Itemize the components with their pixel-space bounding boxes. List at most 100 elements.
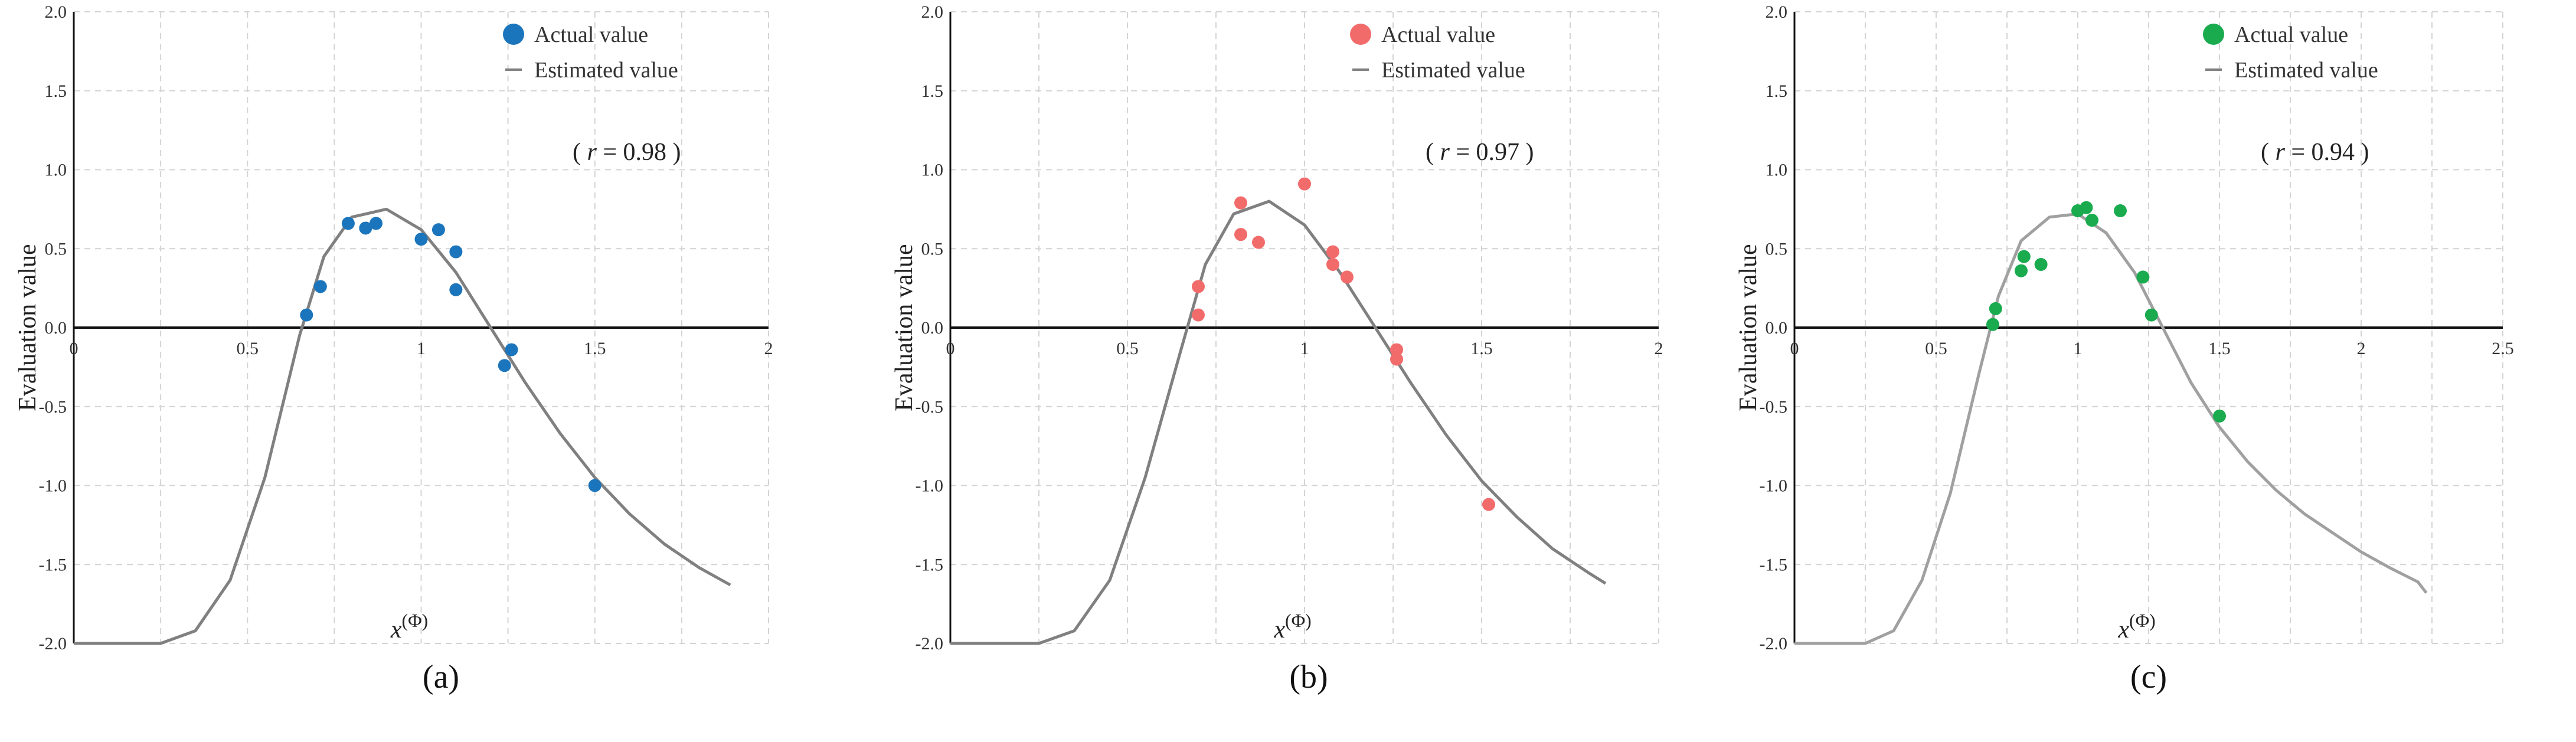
x-tick-label: 1.5 bbox=[584, 339, 606, 358]
actual-value-point bbox=[2080, 201, 2093, 214]
x-axis-label-base: x bbox=[390, 616, 402, 643]
actual-value-point bbox=[505, 343, 518, 357]
x-axis-label-base: x bbox=[1273, 616, 1285, 643]
estimated-value-curve bbox=[1794, 212, 2428, 645]
y-tick-label: -1.5 bbox=[916, 555, 944, 574]
chart-b-svg: 2.0 1.5 1.0 0.5 0.0 -0.5 -1.0 -1.5 -2.0 0 0.5 1 1.5 2… bbox=[891, 2, 1663, 653]
correlation-label: ( r = 0.97 ) bbox=[1426, 139, 1534, 166]
actual-value-point bbox=[2114, 204, 2127, 218]
actual-value-point bbox=[2085, 214, 2098, 227]
y-tick-label: 1.5 bbox=[1766, 81, 1788, 101]
chart-panel-c: 2.0 1.5 1.0 0.5 0.0 -0.5 -1.0 -1.5 -2.0 0 0.5 1 1.5 2… bbox=[1735, 0, 2576, 742]
y-tick-label: 0.0 bbox=[921, 318, 944, 338]
y-tick-label: -2.0 bbox=[39, 634, 67, 653]
correlation-label: ( r = 0.94 ) bbox=[2261, 139, 2369, 166]
estimated-value-curve bbox=[950, 200, 1607, 645]
chart-c-svg: 2.0 1.5 1.0 0.5 0.0 -0.5 -1.0 -1.5 -2.0 0 0.5 1 1.5 2… bbox=[1735, 2, 2514, 653]
actual-value-point bbox=[1298, 177, 1311, 191]
chart-panel-a: 2.0 1.5 1.0 0.5 0.0 -0.5 -1.0 -1.5 -2.0 0 0.5 1 1.5 2… bbox=[14, 0, 862, 742]
y-tick-label: -1.5 bbox=[1760, 555, 1788, 574]
estimated-value-curve bbox=[74, 207, 731, 645]
correlation-label-part: = 0.97 ) bbox=[1450, 139, 1534, 166]
actual-value-point bbox=[2136, 270, 2150, 284]
legend-actual-marker bbox=[2203, 24, 2224, 45]
y-tick-label: 0.5 bbox=[921, 239, 944, 259]
actual-value-point bbox=[2017, 250, 2031, 263]
y-tick-label: 0.0 bbox=[45, 318, 67, 338]
actual-value-point bbox=[1390, 343, 1403, 357]
actual-value-point bbox=[449, 283, 463, 296]
correlation-label-part: ( bbox=[1426, 139, 1440, 166]
chart-c-caption: (c) bbox=[2130, 659, 2168, 695]
legend-estimated-label: Estimated value bbox=[1381, 58, 1525, 83]
actual-value-point bbox=[1986, 318, 1999, 331]
actual-value-point bbox=[369, 217, 383, 230]
actual-value-point bbox=[2034, 258, 2048, 271]
actual-value-point bbox=[1192, 280, 1205, 293]
y-tick-label: -1.0 bbox=[1760, 476, 1788, 496]
y-tick-label: 0.0 bbox=[1766, 318, 1788, 338]
y-tick-label: -1.0 bbox=[916, 476, 944, 496]
actual-value-point bbox=[359, 221, 372, 235]
actual-value-point bbox=[1252, 236, 1265, 249]
actual-value-point bbox=[1341, 270, 1354, 284]
x-origin-label: 0 bbox=[1790, 339, 1799, 358]
x-axis-label-superscript: (Φ) bbox=[1285, 610, 1312, 631]
x-tick-label: 2 bbox=[1655, 339, 1663, 358]
x-tick-label: 0.5 bbox=[1925, 339, 1947, 358]
actual-value-point bbox=[449, 245, 463, 259]
x-axis-label: x(Φ) bbox=[1273, 610, 1311, 643]
legend-estimated-label: Estimated value bbox=[534, 58, 678, 83]
x-axis-label-superscript: (Φ) bbox=[401, 610, 428, 631]
y-tick-label: 0.5 bbox=[45, 239, 67, 259]
actual-value-point bbox=[313, 280, 327, 293]
legend-actual-marker bbox=[1350, 24, 1371, 45]
x-tick-label: 2.5 bbox=[2492, 339, 2514, 358]
y-tick-label: 1.0 bbox=[1766, 161, 1788, 180]
x-tick-label: 1 bbox=[417, 339, 426, 358]
y-tick-label: 2.0 bbox=[1766, 2, 1788, 22]
actual-value-point bbox=[2213, 409, 2226, 423]
actual-value-point bbox=[300, 308, 313, 322]
correlation-label-part: r bbox=[2276, 139, 2286, 166]
correlation-label-part: = 0.94 ) bbox=[2285, 139, 2369, 166]
y-tick-label: 1.0 bbox=[921, 161, 944, 180]
x-tick-label: 1.5 bbox=[1470, 339, 1493, 358]
y-tick-label: 0.5 bbox=[1766, 239, 1788, 259]
x-axis-label-superscript: (Φ) bbox=[2129, 610, 2156, 631]
actual-value-point bbox=[2015, 264, 2028, 277]
actual-value-point bbox=[1326, 245, 1339, 259]
actual-value-point bbox=[1234, 228, 1247, 241]
y-axis-label: Evaluation value bbox=[1735, 244, 1762, 411]
x-origin-label: 0 bbox=[946, 339, 955, 358]
actual-value-point bbox=[2145, 308, 2158, 322]
x-tick-label: 2 bbox=[764, 339, 773, 358]
x-axis-label: x(Φ) bbox=[390, 610, 428, 643]
actual-value-point bbox=[341, 217, 355, 230]
correlation-label-part: ( bbox=[2261, 139, 2276, 166]
actual-value-point bbox=[1989, 302, 2002, 315]
legend-actual-label: Actual value bbox=[534, 22, 648, 47]
actual-value-point bbox=[1192, 308, 1205, 322]
actual-value-point bbox=[1326, 258, 1339, 271]
y-tick-label: -0.5 bbox=[39, 397, 67, 417]
actual-value-point bbox=[1234, 196, 1247, 210]
y-tick-label: -1.0 bbox=[39, 476, 67, 496]
y-tick-label: 1.5 bbox=[921, 81, 944, 101]
correlation-label-part: r bbox=[587, 139, 597, 166]
x-tick-label: 2 bbox=[2357, 339, 2366, 358]
y-axis-label: Evaluation value bbox=[14, 244, 41, 411]
correlation-label: ( r = 0.98 ) bbox=[573, 139, 681, 166]
actual-value-point bbox=[414, 233, 428, 246]
correlation-label-part: r bbox=[1440, 139, 1450, 166]
y-tick-label: 2.0 bbox=[45, 2, 67, 22]
actual-value-point bbox=[1482, 498, 1495, 511]
legend-actual-label: Actual value bbox=[2234, 22, 2348, 47]
y-tick-label: -1.5 bbox=[39, 555, 67, 574]
y-axis-label: Evaluation value bbox=[891, 244, 918, 411]
correlation-label-part: = 0.98 ) bbox=[597, 139, 681, 166]
x-tick-label: 1 bbox=[1300, 339, 1309, 358]
y-tick-label: -2.0 bbox=[1760, 634, 1788, 653]
x-tick-label: 0.5 bbox=[1116, 339, 1139, 358]
y-tick-label: -2.0 bbox=[916, 634, 944, 653]
